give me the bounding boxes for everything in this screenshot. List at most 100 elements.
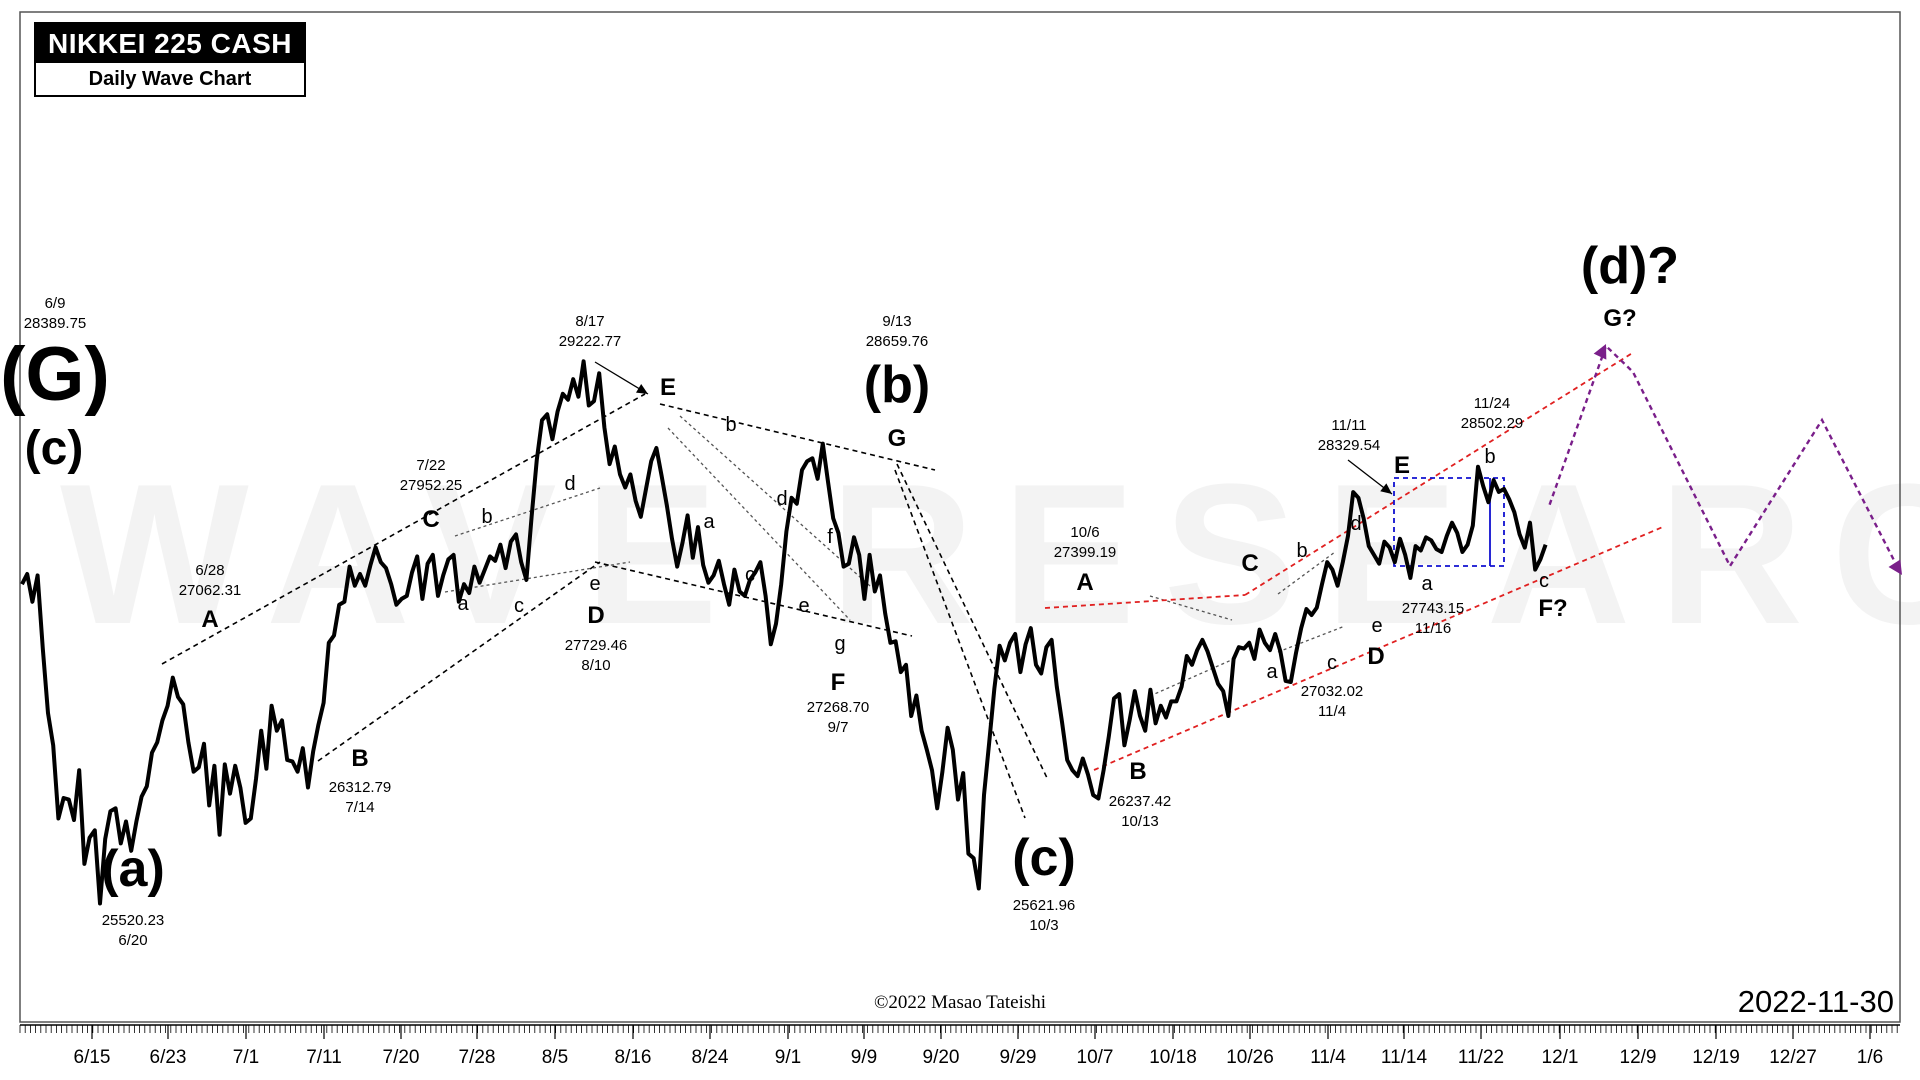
wave-label: (b) xyxy=(864,356,930,414)
price-annotation: 27729.46 xyxy=(565,637,628,654)
sub-wave-label: c xyxy=(1327,652,1337,674)
price-annotation: 7/14 xyxy=(345,799,374,816)
wave-label: (c) xyxy=(1012,829,1076,887)
price-annotation: 6/20 xyxy=(118,932,147,949)
copyright-text: ©2022 Masao Tateishi xyxy=(873,992,1047,1013)
wave-label: A xyxy=(201,606,218,633)
price-annotation: 29222.77 xyxy=(559,333,622,350)
price-annotation: 27032.02 xyxy=(1301,683,1364,700)
small-channel-lower xyxy=(1277,625,1346,653)
sub-wave-label: a xyxy=(703,511,715,533)
price-annotation: 27743.15 xyxy=(1402,600,1465,617)
price-annotation: 8/17 xyxy=(575,313,604,330)
trendline-eg-lower xyxy=(594,561,913,637)
x-tick-label: 1/6 xyxy=(1857,1047,1883,1068)
sub-wave-label: c xyxy=(514,595,524,617)
sub-wave-label: e xyxy=(1371,615,1382,637)
sub-wave-label: d xyxy=(1350,513,1361,535)
sub-wave-label: e xyxy=(798,595,809,617)
watermark: WAVE RESEARCH xyxy=(60,440,1920,670)
x-tick-label: 9/9 xyxy=(851,1047,877,1068)
wave-label: E xyxy=(1394,452,1410,479)
x-tick-label: 9/29 xyxy=(1000,1047,1037,1068)
consolidation-box xyxy=(1393,477,1505,567)
price-annotation: 28329.54 xyxy=(1318,437,1381,454)
price-annotation: 6/9 xyxy=(45,295,66,312)
x-tick-label: 10/18 xyxy=(1149,1047,1197,1068)
trendline-lower-abc xyxy=(317,561,601,762)
x-tick-label: 6/15 xyxy=(74,1047,111,1068)
projection-arrowhead xyxy=(1593,344,1607,360)
triangle-upper-line xyxy=(454,487,601,537)
wave-label: G? xyxy=(1603,305,1636,332)
plot-border xyxy=(19,11,1901,1023)
price-annotation: 9/7 xyxy=(828,719,849,736)
price-annotation: 6/28 xyxy=(195,562,224,579)
price-annotation: 27268.70 xyxy=(807,699,870,716)
pointer-arrow-e-high-head xyxy=(635,384,648,394)
sub-wave-label: b xyxy=(1296,540,1307,562)
wave-label: B xyxy=(351,745,368,772)
sub-wave-label: b xyxy=(725,414,736,436)
wave-label: G xyxy=(888,425,907,452)
price-line xyxy=(20,359,1548,906)
x-tick-label: 9/20 xyxy=(923,1047,960,1068)
wave-label: D xyxy=(1367,643,1384,670)
wave-label: (c) xyxy=(25,422,84,475)
projection-path xyxy=(1548,343,1902,573)
wave-label: c xyxy=(1539,570,1549,592)
red-channel-lower xyxy=(1093,525,1666,771)
price-annotation: 10/6 xyxy=(1070,524,1099,541)
wave-label: E xyxy=(660,374,676,401)
wave-label: D xyxy=(587,602,604,629)
triangle-lower-line xyxy=(444,561,631,593)
sub-wave-label: g xyxy=(834,633,845,655)
x-tick-label: 12/9 xyxy=(1620,1047,1657,1068)
price-annotation: 27062.31 xyxy=(179,582,242,599)
red-channel-upper xyxy=(1244,351,1635,596)
x-tick-label: 7/1 xyxy=(233,1047,259,1068)
price-annotation: 27399.19 xyxy=(1054,544,1117,561)
sub-wave-label: f xyxy=(827,526,833,548)
x-tick-label: 9/1 xyxy=(775,1047,801,1068)
sub-wave-label: d xyxy=(564,473,575,495)
wave-label: a xyxy=(1421,573,1433,595)
x-tick-label: 7/20 xyxy=(383,1047,420,1068)
trendline-eg-upper xyxy=(659,403,936,471)
sub-wave-label: a xyxy=(457,593,469,615)
price-annotation: 7/22 xyxy=(416,457,445,474)
sub-wave-label: d xyxy=(776,488,787,510)
x-tick-label: 12/19 xyxy=(1692,1047,1740,1068)
wave-label: (a) xyxy=(101,840,165,898)
triangle2-lower-line xyxy=(1149,657,1237,697)
x-tick-label: 8/24 xyxy=(692,1047,729,1068)
price-annotation: 9/13 xyxy=(882,313,911,330)
x-tick-label: 8/5 xyxy=(542,1047,568,1068)
price-annotation: 11/4 xyxy=(1318,703,1346,720)
inner-channel-upper xyxy=(679,415,871,587)
red-line-top-left xyxy=(1044,594,1246,609)
sub-wave-label: c xyxy=(745,564,755,586)
trendline-upper-abc xyxy=(161,393,646,665)
pointer-arrow-e-1111-head xyxy=(1380,483,1392,494)
x-tick-label: 12/1 xyxy=(1542,1047,1579,1068)
price-annotation: 28389.75 xyxy=(24,315,87,332)
wave-label: b xyxy=(1484,446,1495,468)
x-tick-label: 11/22 xyxy=(1458,1047,1504,1068)
projection-arrowhead xyxy=(1888,559,1902,575)
wave-label: F? xyxy=(1538,595,1567,622)
price-annotation: 10/13 xyxy=(1121,813,1159,830)
price-annotation: 28502.29 xyxy=(1461,415,1524,432)
decline-channel-lower xyxy=(894,469,1026,819)
x-tick-label: 10/7 xyxy=(1077,1047,1114,1068)
chart-title: NIKKEI 225 CASH xyxy=(36,24,304,63)
price-annotation: 26237.42 xyxy=(1109,793,1172,810)
price-annotation: 25520.23 xyxy=(102,912,165,929)
x-tick-label: 7/28 xyxy=(459,1047,496,1068)
x-tick-label: 8/16 xyxy=(615,1047,652,1068)
wave-label: (G) xyxy=(0,332,110,417)
date-stamp: 2022-11-30 xyxy=(1737,984,1894,1019)
wave-label: F xyxy=(831,669,846,696)
price-annotation: 26312.79 xyxy=(329,779,392,796)
